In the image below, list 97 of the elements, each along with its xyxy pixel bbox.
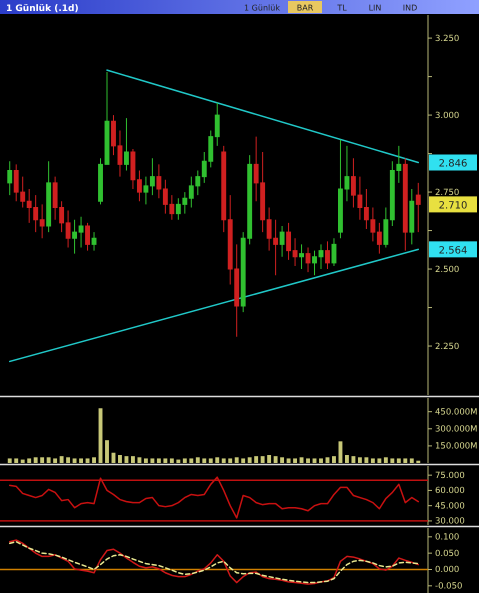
candlestick xyxy=(214,102,220,146)
bar xyxy=(254,456,258,463)
bar xyxy=(156,458,161,463)
bar xyxy=(92,457,96,463)
candlestick xyxy=(332,238,336,266)
bar xyxy=(40,457,44,463)
bar xyxy=(274,456,278,463)
text: IND xyxy=(402,4,418,12)
bar xyxy=(98,408,102,463)
y-tick-label: 75.000 xyxy=(435,470,465,481)
bar xyxy=(364,457,368,463)
bar xyxy=(130,456,135,463)
candlestick xyxy=(124,118,129,172)
bar xyxy=(60,456,64,463)
bar xyxy=(286,458,291,463)
bar xyxy=(319,458,323,463)
candlestick xyxy=(92,232,96,252)
bar xyxy=(377,458,382,463)
y-tick-label: 0.050 xyxy=(435,548,460,559)
bar xyxy=(396,458,401,463)
candlestick xyxy=(208,130,214,168)
y-tick-label: 0.000 xyxy=(435,565,460,576)
bar xyxy=(137,457,142,463)
text: 2.710 xyxy=(438,200,468,212)
y-tick-label: 0.100 xyxy=(435,532,460,543)
candlestick xyxy=(409,188,414,245)
candlestick xyxy=(228,194,233,285)
y-tick-label: 300.000M xyxy=(435,424,478,435)
candlestick xyxy=(46,160,52,233)
bar xyxy=(105,440,109,463)
text: 2.846 xyxy=(438,158,468,170)
bar xyxy=(124,456,128,463)
y-tick-label: 3.250 xyxy=(435,34,460,44)
bar xyxy=(326,457,330,463)
candlestick xyxy=(416,182,421,233)
y-tick-label: 60.000 xyxy=(435,486,465,496)
bar xyxy=(248,457,252,463)
bar xyxy=(118,455,122,463)
bar xyxy=(112,452,116,463)
bar xyxy=(176,460,180,463)
candlestick xyxy=(325,240,330,270)
text: 2.564 xyxy=(438,245,468,256)
bar xyxy=(312,458,316,463)
y-tick-label: 45.000 xyxy=(435,501,465,512)
bar xyxy=(384,457,388,463)
candlestick xyxy=(195,170,200,196)
bar xyxy=(332,456,336,463)
bar xyxy=(280,457,284,463)
candlestick xyxy=(306,246,310,273)
candlestick xyxy=(7,160,12,196)
candlestick xyxy=(221,145,226,233)
bar xyxy=(182,458,187,463)
bar xyxy=(260,456,265,463)
bar xyxy=(351,456,356,463)
bar xyxy=(150,458,154,463)
bar xyxy=(46,457,51,463)
bar xyxy=(358,457,362,463)
candlestick xyxy=(202,152,207,184)
y-tick-label: 3.000 xyxy=(435,110,460,121)
candlestick xyxy=(234,244,240,338)
bar xyxy=(300,457,304,463)
y-tick-label: 2.500 xyxy=(435,264,460,275)
bar xyxy=(34,457,38,463)
candlestick xyxy=(299,244,304,270)
bar xyxy=(370,458,375,463)
bar xyxy=(144,458,148,463)
text: TL xyxy=(336,4,348,12)
bar xyxy=(241,458,246,463)
bar xyxy=(306,458,310,463)
candlestick xyxy=(14,164,19,202)
bar xyxy=(293,458,298,463)
bar xyxy=(86,458,90,463)
bar xyxy=(267,455,272,463)
bar xyxy=(163,458,168,463)
y-tick-label: 150.000M xyxy=(435,442,478,452)
text: BAR xyxy=(296,4,314,12)
y-tick-label: -0.050 xyxy=(435,582,462,592)
bar xyxy=(390,458,394,463)
bar xyxy=(170,458,174,463)
text: 1 Günlük xyxy=(244,4,280,12)
bar xyxy=(338,441,342,463)
bar xyxy=(79,458,84,463)
chart-title: 1 Günlük (.1d) xyxy=(6,4,79,14)
bar xyxy=(66,457,70,463)
y-tick-label: 450.000M xyxy=(435,407,478,418)
y-tick-label: 2.250 xyxy=(435,342,460,352)
candlestick xyxy=(280,225,285,258)
candlestick xyxy=(85,222,90,252)
bar xyxy=(20,460,25,463)
y-tick-label: 30.000 xyxy=(435,516,465,527)
y-tick-label: 2.750 xyxy=(435,188,460,198)
bar xyxy=(72,458,77,463)
bar xyxy=(344,455,349,463)
text: LIN xyxy=(368,4,382,12)
candlestick xyxy=(402,158,408,252)
bar xyxy=(27,458,32,463)
bar xyxy=(53,458,58,463)
